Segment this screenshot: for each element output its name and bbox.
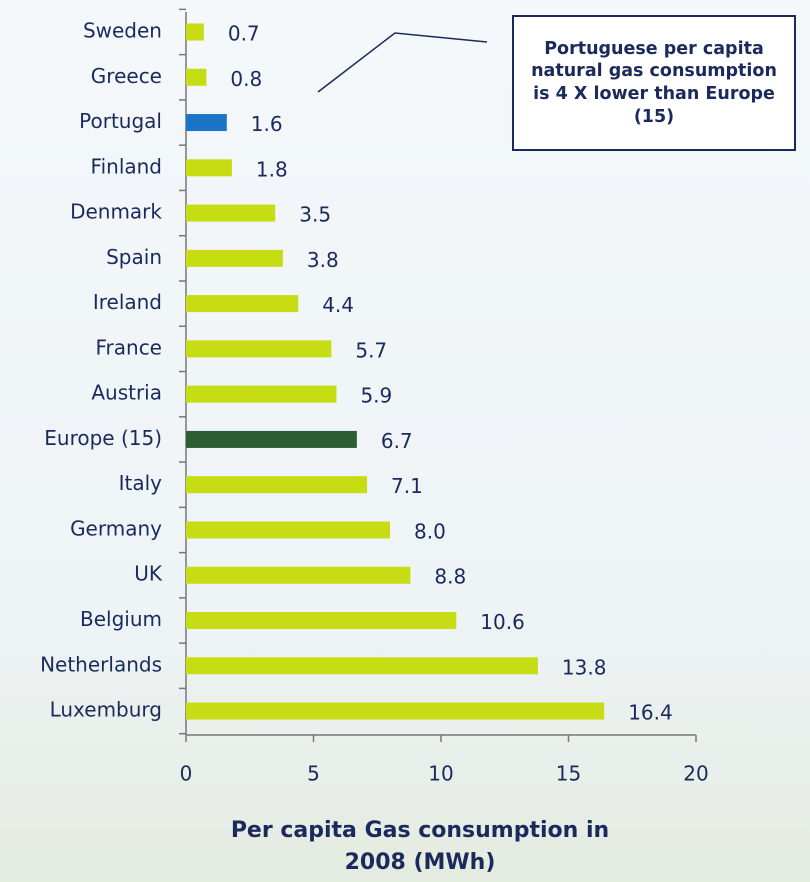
y-tick-label: Italy [119,471,163,495]
bar [186,476,368,494]
x-tick-label: 0 [180,762,193,786]
y-tick-label: Austria [91,381,162,405]
bar [186,612,457,630]
y-tick-label: UK [134,562,163,586]
x-axis-label: Per capita Gas consumption in 2008 (MWh) [230,818,610,875]
bar [186,23,204,41]
x-tick-label: 5 [307,762,320,786]
y-tick-label: Spain [106,245,162,269]
bar [186,295,299,313]
bar [186,566,411,584]
value-label: 0.8 [230,67,262,91]
y-tick-label: France [95,335,162,359]
bar [186,702,605,720]
bar [186,657,538,675]
y-tick-label: Ireland [93,290,162,314]
value-label: 1.8 [256,157,288,181]
y-tick-label: Denmark [70,200,162,224]
bar [186,204,276,222]
value-label: 4.4 [322,293,354,317]
y-tick-label: Europe (15) [44,426,162,450]
bar [186,249,283,267]
value-label: 3.5 [299,203,331,227]
value-label: 1.6 [251,112,283,136]
y-tick-label: Netherlands [40,652,162,676]
value-label: 16.4 [628,701,673,725]
value-label: 13.8 [562,655,607,679]
value-label: 3.8 [307,248,339,272]
x-tick-label: 15 [556,762,581,786]
y-tick-label: Luxemburg [50,698,162,722]
annotation-pointer [317,32,488,93]
bar [186,385,337,403]
value-label: 0.7 [228,22,260,46]
annotation: Portuguese per capita natural gas consum… [512,15,796,151]
x-tick-label: 20 [683,762,708,786]
y-tick-label: Greece [91,64,162,88]
y-tick-label: Finland [91,154,162,178]
y-tick-label: Sweden [83,19,162,43]
bar [186,430,357,448]
bar [186,521,390,539]
value-label: 7.1 [391,474,423,498]
y-tick-label: Belgium [80,607,162,631]
value-label: 5.9 [360,384,392,408]
bar [186,340,332,358]
bar [186,159,232,177]
value-label: 8.0 [414,519,446,543]
bar [186,114,227,132]
value-label: 8.8 [434,565,466,589]
y-tick-label: Portugal [79,109,162,133]
value-label: 5.7 [355,338,387,362]
x-tick-label: 10 [428,762,453,786]
value-label: 6.7 [381,429,413,453]
bar [186,68,207,86]
y-tick-label: Germany [70,516,162,540]
value-label: 10.6 [480,610,525,634]
